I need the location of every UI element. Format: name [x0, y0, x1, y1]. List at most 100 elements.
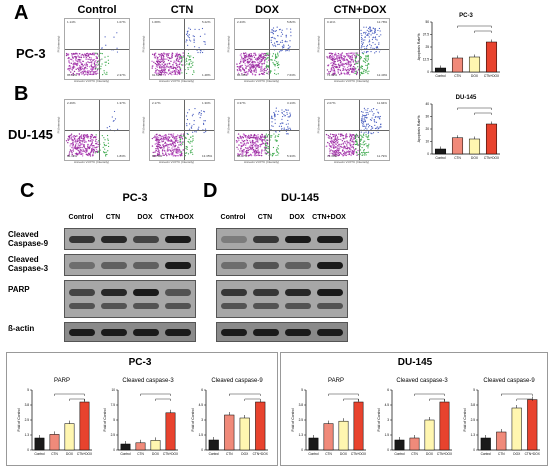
flow-event — [84, 64, 87, 66]
y-tick-label: 0 — [201, 448, 203, 452]
flow-event — [174, 67, 177, 69]
flow-event — [264, 67, 266, 70]
flow-event — [328, 148, 331, 150]
blot-band — [285, 236, 311, 243]
flow-event — [331, 152, 333, 155]
y-tick-label: 3 — [201, 418, 203, 422]
flow-event — [333, 56, 335, 58]
flow-event — [75, 56, 77, 59]
flow-event — [88, 70, 91, 72]
flow-event — [244, 135, 247, 137]
flow-event — [363, 72, 365, 74]
flow-event — [175, 53, 177, 55]
flow-event — [97, 140, 100, 142]
flow-event — [179, 149, 181, 151]
flow-event — [252, 62, 254, 64]
flow-event — [273, 152, 275, 154]
flow-event — [67, 141, 69, 144]
flow-event — [277, 64, 279, 66]
flow-event — [161, 139, 163, 141]
flow-event — [260, 72, 263, 75]
flow-event — [187, 44, 189, 46]
flow-event — [186, 132, 188, 135]
flow-event — [366, 123, 368, 125]
flow-event — [244, 55, 247, 57]
flow-event — [172, 146, 174, 148]
flow-event — [360, 138, 363, 140]
flow-event — [365, 124, 368, 126]
flow-event — [68, 60, 70, 62]
flow-event — [199, 52, 202, 54]
flow-event — [344, 55, 346, 58]
flow-event — [90, 143, 93, 146]
flow-event — [285, 123, 287, 125]
flow-event — [159, 144, 162, 146]
flow-event — [342, 155, 344, 157]
flow-event — [174, 73, 177, 75]
flow-event — [336, 60, 339, 62]
flow-event — [174, 136, 176, 139]
flow-event — [78, 147, 80, 150]
flow-event — [354, 60, 357, 62]
flow-event — [172, 64, 174, 66]
bottom-frame-pc3 — [6, 352, 278, 466]
flow-event — [275, 131, 277, 133]
flow-event — [346, 150, 348, 153]
flow-event — [275, 110, 277, 112]
quadrant-percent: 88.17% — [237, 154, 248, 158]
flow-event — [272, 117, 274, 120]
flow-event — [74, 141, 76, 143]
bar — [323, 423, 334, 451]
flow-event — [91, 66, 93, 68]
flow-event — [176, 134, 179, 136]
flow-event — [200, 113, 202, 115]
y-tick-label: 40 — [425, 102, 429, 106]
flow-event — [167, 53, 169, 55]
y-tick-label: 5 — [301, 388, 303, 392]
flow-event — [329, 57, 331, 59]
flow-event — [161, 141, 163, 143]
flow-event — [345, 62, 348, 64]
flow-event — [82, 60, 84, 63]
flow-event — [87, 147, 89, 149]
flow-event — [181, 138, 184, 140]
flow-event — [363, 150, 365, 152]
flow-event — [265, 69, 267, 72]
flow-event — [274, 65, 276, 67]
flow-event — [70, 58, 72, 60]
flow-event — [370, 50, 372, 53]
flow-event — [97, 150, 100, 152]
blot-title-pc3: PC-3 — [122, 192, 148, 204]
flow-event — [254, 64, 256, 67]
flow-event — [168, 52, 170, 55]
flow-event — [256, 139, 258, 141]
flow-event — [81, 155, 84, 157]
flow-event — [273, 45, 275, 47]
flow-event — [187, 68, 189, 70]
flow-event — [101, 58, 103, 60]
flow-event — [271, 116, 273, 118]
flow-event — [274, 113, 276, 116]
flow-event — [254, 58, 257, 60]
flow-event — [90, 73, 93, 76]
flow-event — [92, 71, 95, 73]
flow-event — [165, 143, 168, 145]
flow-event — [102, 74, 104, 76]
flow-event — [374, 28, 376, 30]
flow-event — [163, 134, 166, 137]
x-tick-label: CTN+DOX — [484, 74, 500, 78]
flow-event — [72, 66, 74, 68]
flow-event — [372, 37, 374, 39]
flow-event — [79, 151, 82, 154]
flow-event — [193, 38, 195, 40]
flow-event — [271, 31, 273, 33]
flow-event — [267, 65, 269, 67]
flow-event — [200, 110, 202, 112]
y-tick-label: 4.5 — [199, 403, 204, 407]
flow-event — [363, 107, 365, 109]
flow-event — [341, 62, 343, 65]
flow-event — [266, 53, 268, 55]
flow-event — [78, 151, 81, 154]
flow-event — [366, 44, 369, 46]
flow-event — [179, 155, 182, 157]
